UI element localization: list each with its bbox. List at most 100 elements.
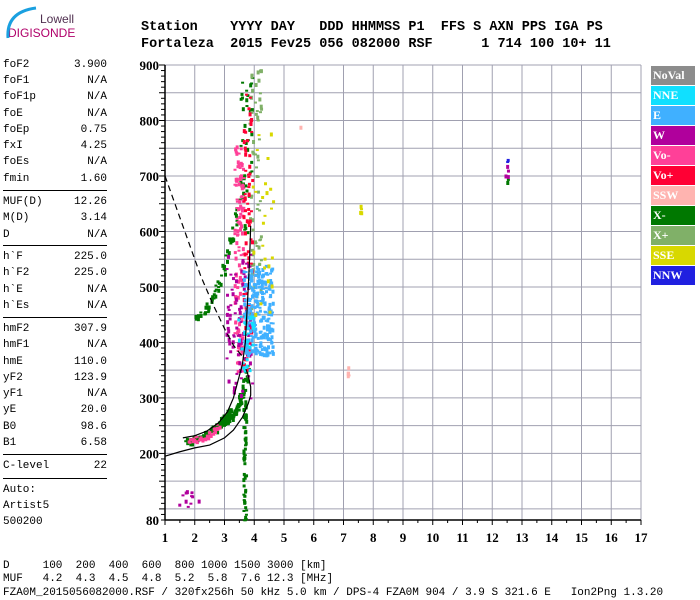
- echo-point: [244, 400, 248, 403]
- echo-point: [247, 281, 251, 286]
- legend-item: X+: [651, 226, 695, 245]
- echo-point: [207, 305, 211, 310]
- echo-point: [227, 379, 231, 384]
- echo-point: [271, 322, 275, 325]
- echo-point: [237, 163, 241, 168]
- echo-point: [211, 295, 215, 299]
- echo-point: [269, 322, 273, 325]
- echo-point: [241, 139, 245, 143]
- x-tick-label: 15: [575, 530, 589, 545]
- echo-point: [256, 349, 260, 353]
- echo-point: [205, 432, 209, 435]
- echo-point: [239, 353, 243, 356]
- echo-point: [203, 312, 207, 316]
- echo-point: [243, 501, 247, 505]
- echo-point: [245, 189, 249, 193]
- echo-point: [234, 256, 238, 261]
- echo-point: [269, 293, 273, 298]
- param-value: N/A: [87, 300, 107, 312]
- file-info-row: FZA0M_2015056082000.RSF / 320fx256h 50 k…: [3, 587, 664, 599]
- param-row: yE 20.0: [3, 404, 107, 417]
- echo-point: [246, 367, 250, 372]
- echo-point: [245, 105, 249, 108]
- echo-point: [242, 415, 246, 420]
- legend-item: NNE: [651, 86, 695, 105]
- echo-point: [256, 203, 260, 206]
- param-row: h`Es N/A: [3, 300, 107, 313]
- echo-point: [260, 274, 264, 279]
- echo-point: [260, 285, 264, 290]
- echo-point: [186, 442, 190, 446]
- echo-point: [237, 182, 241, 187]
- echo-point: [238, 291, 242, 296]
- echo-point: [270, 335, 274, 340]
- echo-point: [246, 261, 250, 265]
- echo-point: [205, 305, 209, 310]
- echo-point: [243, 290, 247, 293]
- echo-point: [242, 140, 246, 145]
- param-value: 123.9: [73, 372, 107, 384]
- param-value: 225.0: [73, 251, 107, 263]
- echo-point: [242, 187, 246, 190]
- echo-point: [247, 333, 251, 337]
- echo-point: [210, 297, 214, 302]
- param-row: hmF1 N/A: [3, 339, 107, 352]
- echo-point: [185, 437, 189, 442]
- echo-point: [243, 369, 247, 373]
- echo-point: [232, 413, 236, 416]
- echo-point: [222, 420, 226, 424]
- echo-point: [222, 417, 226, 422]
- echo-point: [249, 306, 253, 309]
- echo-point: [246, 231, 250, 235]
- echo-point: [234, 150, 238, 154]
- echo-point: [228, 313, 232, 317]
- echo-point: [238, 198, 242, 201]
- legend-item: NNW: [651, 266, 695, 285]
- echo-point: [236, 295, 240, 300]
- echo-point: [229, 415, 233, 420]
- echo-point: [244, 413, 248, 416]
- echo-point: [223, 417, 227, 422]
- echo-point: [242, 451, 246, 456]
- param-value: N/A: [87, 229, 107, 241]
- echo-point: [242, 363, 246, 367]
- echo-point: [232, 238, 236, 243]
- echo-point: [244, 388, 248, 392]
- echo-point: [242, 285, 246, 288]
- echo-point: [246, 139, 250, 143]
- echo-point: [271, 345, 275, 349]
- echo-point: [263, 347, 267, 352]
- echo-point: [245, 219, 249, 224]
- echo-point: [254, 241, 258, 244]
- echo-point: [256, 119, 260, 122]
- echo-point: [248, 112, 252, 117]
- echo-point: [254, 327, 258, 330]
- echo-point: [243, 196, 247, 201]
- param-value: 225.0: [73, 267, 107, 279]
- echo-point: [267, 264, 271, 269]
- echo-point: [268, 286, 272, 291]
- echo-point: [255, 304, 259, 308]
- echo-point: [253, 351, 257, 354]
- echo-point: [194, 314, 198, 319]
- echo-point: [238, 322, 242, 327]
- echo-point: [239, 196, 243, 199]
- echo-point: [259, 330, 263, 333]
- echo-point: [245, 93, 249, 96]
- echo-point: [254, 82, 258, 87]
- echo-point: [214, 432, 218, 435]
- echo-point: [229, 273, 233, 276]
- echo-point: [242, 478, 246, 483]
- echo-point: [239, 162, 243, 165]
- echo-point: [243, 275, 247, 279]
- x-tick-label: 16: [605, 530, 619, 545]
- echo-point: [253, 300, 257, 303]
- echo-point: [215, 423, 219, 426]
- echo-point: [240, 269, 244, 273]
- echo-point: [241, 260, 245, 265]
- echo-point: [251, 218, 255, 223]
- echo-point: [185, 490, 189, 495]
- echo-point: [238, 215, 242, 219]
- echo-point: [241, 184, 245, 187]
- echo-point: [359, 210, 363, 215]
